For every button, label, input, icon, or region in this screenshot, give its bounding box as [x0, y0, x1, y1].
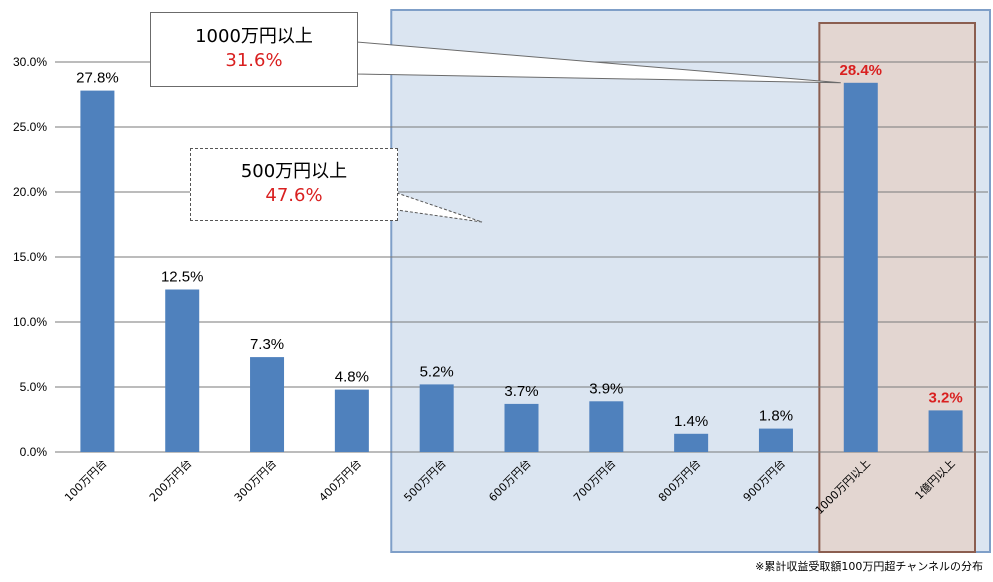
- data-label: 12.5%: [161, 269, 204, 286]
- y-tick-label: 15.0%: [13, 250, 47, 264]
- category-label: 100万円台: [61, 456, 109, 504]
- bar: [250, 357, 285, 452]
- callout-500man-value: 47.6%: [265, 185, 323, 206]
- data-label: 27.8%: [76, 70, 119, 87]
- callout-500man-pointer: [396, 192, 483, 223]
- y-tick-label: 20.0%: [13, 185, 47, 199]
- category-label: 300万円台: [231, 456, 279, 504]
- footnote: ※累計収益受取額100万円超チャンネルの分布: [755, 560, 983, 573]
- data-label: 4.8%: [335, 369, 369, 386]
- bar: [419, 384, 454, 452]
- bar: [334, 389, 369, 452]
- y-tick-label: 25.0%: [13, 120, 47, 134]
- bar: [80, 90, 115, 452]
- callout-500man-title: 500万円以上: [240, 161, 348, 182]
- bar: [928, 410, 963, 452]
- bar: [165, 289, 200, 452]
- bar: [504, 403, 539, 452]
- data-label: 1.4%: [674, 413, 708, 430]
- data-label: 7.3%: [250, 336, 284, 353]
- data-label: 28.4%: [839, 62, 882, 79]
- data-label: 5.2%: [420, 363, 454, 380]
- data-label: 3.7%: [504, 383, 538, 400]
- data-label: 1.8%: [759, 408, 793, 425]
- callout-1000man-ijou: 1000万円以上 31.6%: [150, 12, 358, 87]
- highlight-region-1000man-ijou: [818, 22, 977, 553]
- y-tick-label: 0.0%: [20, 445, 48, 459]
- category-label: 400万円台: [316, 456, 364, 504]
- bar: [589, 401, 624, 452]
- y-tick-label: 10.0%: [13, 315, 47, 329]
- bar: [758, 428, 793, 452]
- bar: [674, 433, 709, 452]
- bar: [843, 82, 878, 453]
- callout-1000man-title: 1000万円以上: [195, 26, 313, 47]
- y-tick-label: 5.0%: [20, 380, 48, 394]
- category-label: 200万円台: [146, 456, 194, 504]
- y-tick-label: 30.0%: [13, 55, 47, 69]
- data-label: 3.9%: [589, 380, 623, 397]
- data-label: 3.2%: [928, 389, 962, 406]
- callout-500man-ijou: 500万円以上 47.6%: [190, 148, 398, 221]
- callout-1000man-value: 31.6%: [225, 50, 283, 71]
